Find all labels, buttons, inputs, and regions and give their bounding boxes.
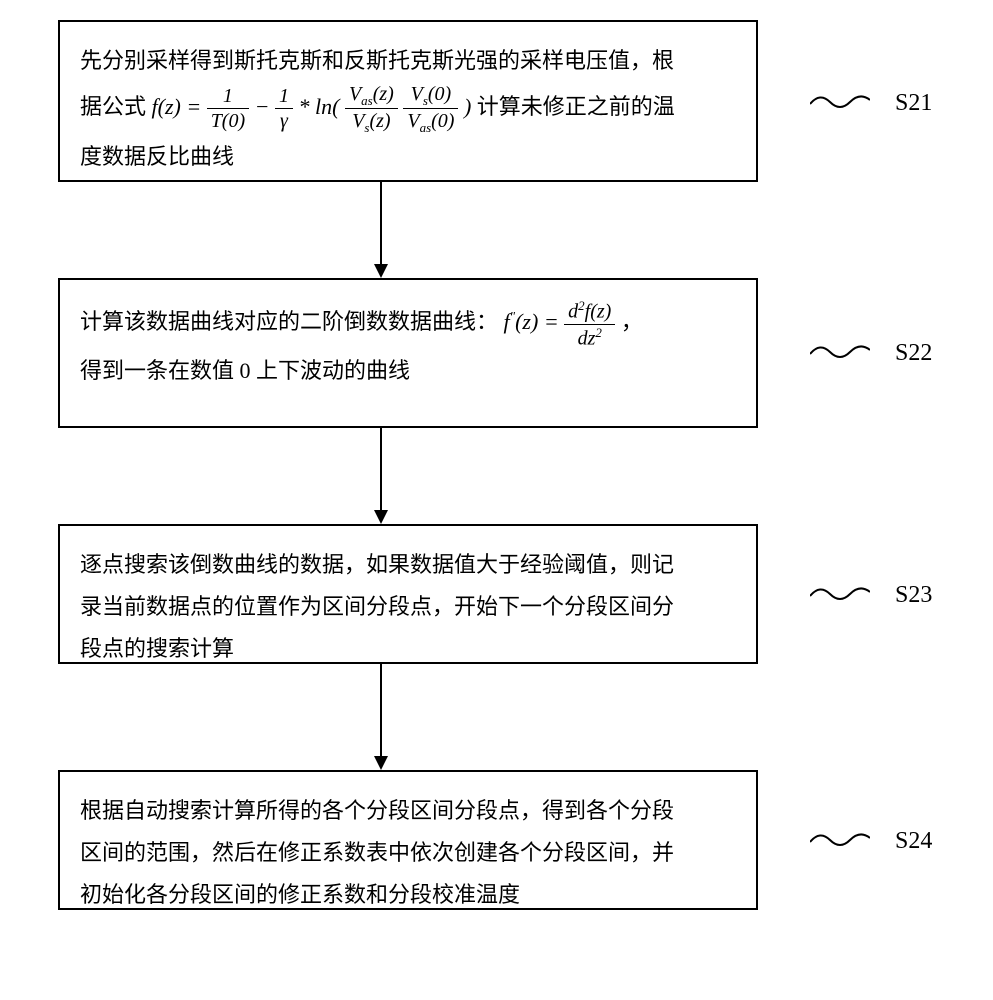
s21-line2: 据公式 f(z) = 1 T(0) − 1 γ * ln( Vas(z) Vs(… [80,82,736,136]
s21-frac3-den: Vs(z) [345,109,398,136]
arrow-1-head [374,264,388,278]
s21-frac3: Vas(z) Vs(z) [345,82,398,136]
s22-lhs-arg: (z) = [515,309,559,334]
s21-lhs: f(z) = [152,94,202,119]
step-box-s24: 根据自动搜索计算所得的各个分段区间分段点，得到各个分段 区间的范围，然后在修正系… [58,770,758,910]
step-label-s24: S24 [895,828,932,855]
arrow-2-head [374,510,388,524]
s21-line1: 先分别采样得到斯托克斯和反斯托克斯光强的采样电压值，根 [80,40,736,82]
s23-line2: 录当前数据点的位置作为区间分段点，开始下一个分段区间分 [80,586,736,628]
s23-line3: 段点的搜索计算 [80,628,736,670]
step-label-s23: S23 [895,582,932,609]
s22-frac: d2f(z) dz2 [564,298,615,350]
s22-frac-num: d2f(z) [564,298,615,325]
arrow-1-line [380,182,382,264]
arrow-3-head [374,756,388,770]
step-label-s22: S22 [895,340,932,367]
s21-line2-suffix: 计算未修正之前的温 [477,94,675,119]
s21-mult: * ln( [299,94,340,119]
squiggle-s23 [810,584,870,604]
s21-frac1-num: 1 [207,84,249,109]
s24-line3: 初始化各分段区间的修正系数和分段校准温度 [80,874,736,916]
s22-line1-prefix: 计算该数据曲线对应的二阶倒数数据曲线： [80,309,498,334]
s22-line1: 计算该数据曲线对应的二阶倒数数据曲线： f"(z) = d2f(z) dz2 ， [80,298,736,350]
squiggle-s24 [810,830,870,850]
s21-formula: f(z) = 1 T(0) − 1 γ * ln( Vas(z) Vs(z) V… [152,94,477,119]
s21-line3: 度数据反比曲线 [80,136,736,178]
s22-formula: f"(z) = d2f(z) dz2 [504,309,621,334]
s22-frac-den: dz2 [564,325,615,351]
s21-frac2-num: 1 [275,84,293,109]
s21-frac1: 1 T(0) [207,84,249,133]
s21-frac2: 1 γ [275,84,293,133]
step-box-s23: 逐点搜索该倒数曲线的数据，如果数据值大于经验阈值，则记 录当前数据点的位置作为区… [58,524,758,664]
squiggle-s22 [810,342,870,362]
s24-line1: 根据自动搜索计算所得的各个分段区间分段点，得到各个分段 [80,790,736,832]
s23-line1: 逐点搜索该倒数曲线的数据，如果数据值大于经验阈值，则记 [80,544,736,586]
step-box-s22: 计算该数据曲线对应的二阶倒数数据曲线： f"(z) = d2f(z) dz2 ，… [58,278,758,428]
s22-line1-suffix: ， [621,309,643,334]
s21-frac2-den: γ [275,109,293,133]
s21-frac4-num: Vs(0) [403,82,458,110]
s21-line2-prefix: 据公式 [80,94,152,119]
s21-frac1-den: T(0) [207,109,249,133]
s21-frac4: Vs(0) Vas(0) [403,82,458,136]
step-label-s21: S21 [895,90,932,117]
s21-frac4-den: Vas(0) [403,109,458,136]
step-box-s21: 先分别采样得到斯托克斯和反斯托克斯光强的采样电压值，根 据公式 f(z) = 1… [58,20,758,182]
squiggle-s21 [810,92,870,112]
s21-frac3-num: Vas(z) [345,82,398,110]
s21-close: ) [464,94,471,119]
arrow-2-line [380,428,382,510]
s22-line2: 得到一条在数值 0 上下波动的曲线 [80,350,736,392]
flowchart-container: 先分别采样得到斯托克斯和反斯托克斯光强的采样电压值，根 据公式 f(z) = 1… [0,0,993,1000]
s21-minus: − [255,94,275,119]
s24-line2: 区间的范围，然后在修正系数表中依次创建各个分段区间，并 [80,832,736,874]
arrow-3-line [380,664,382,756]
